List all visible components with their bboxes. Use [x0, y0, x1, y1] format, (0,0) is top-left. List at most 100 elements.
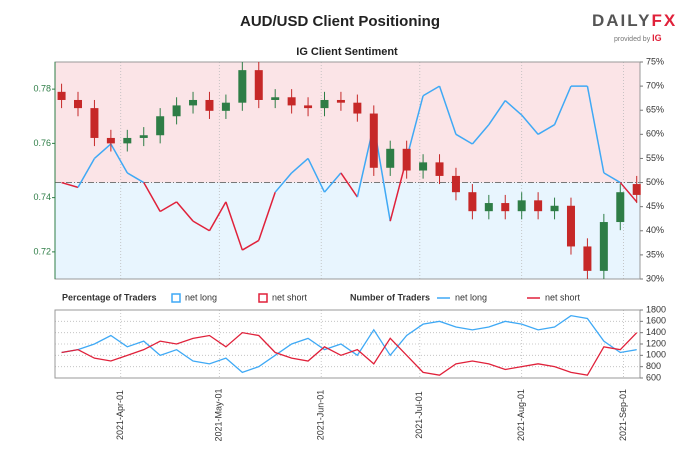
- candle-body: [172, 105, 181, 117]
- y2-tick-label: 35%: [646, 249, 664, 259]
- logo-brand-main: DAILY: [592, 11, 651, 30]
- sentiment-segment: [521, 114, 539, 135]
- y2-tick-label: 40%: [646, 225, 664, 235]
- sentiment-segment: [340, 172, 358, 198]
- sentiment-segment: [323, 172, 342, 193]
- sentiment-segment: [291, 157, 309, 174]
- logo-brand-accent: FX: [651, 11, 677, 30]
- sentiment-segment: [274, 172, 293, 193]
- y2-tick-label: 1400: [646, 327, 666, 337]
- candle-body: [304, 105, 313, 109]
- trader-line: [61, 331, 638, 376]
- trader-line: [61, 314, 637, 374]
- legend-label: net short: [545, 292, 581, 302]
- y2-tick-label: 50%: [646, 177, 664, 187]
- sentiment-segment: [143, 182, 161, 212]
- x-tick-label: 2021-Aug-01: [516, 389, 526, 441]
- y2-tick-label: 600: [646, 372, 661, 382]
- candle-body: [583, 246, 592, 271]
- logo-tagline-brand: IG: [652, 33, 662, 43]
- candle-body: [57, 91, 66, 100]
- y-tick-label: 0.74: [33, 192, 51, 202]
- sentiment-segment: [422, 85, 440, 97]
- x-tick-label: 2021-May-01: [214, 388, 224, 441]
- sentiment-segment: [77, 158, 96, 188]
- candle-body: [386, 148, 395, 168]
- net-long-zone: [55, 182, 640, 279]
- candle-body: [484, 203, 493, 212]
- candle-body: [106, 137, 115, 144]
- sentiment-segment: [455, 133, 473, 145]
- y-tick-label: 0.76: [33, 138, 51, 148]
- candle-body: [221, 102, 230, 111]
- candle-body: [534, 200, 543, 212]
- y2-tick-label: 55%: [646, 153, 664, 163]
- legend-swatch: [258, 293, 268, 303]
- candle-body: [566, 205, 575, 247]
- candle-body: [254, 70, 263, 100]
- candle-body: [616, 192, 625, 223]
- candle-body: [205, 99, 214, 111]
- y2-tick-label: 1000: [646, 350, 666, 360]
- sentiment-segment: [438, 85, 457, 135]
- sentiment-segment: [471, 124, 490, 145]
- legend-title: Number of Traders: [350, 292, 430, 302]
- y2-tick-label: 1200: [646, 338, 666, 348]
- net-short-zone: [55, 62, 640, 183]
- sentiment-segment: [61, 181, 79, 189]
- sentiment-segment: [93, 143, 112, 160]
- chart-title: AUD/USD Client Positioning: [240, 13, 440, 30]
- sentiment-segment: [159, 201, 177, 213]
- sentiment-segment: [619, 182, 638, 203]
- x-tick-label: 2021-Apr-01: [115, 390, 125, 440]
- candle-body: [271, 97, 280, 100]
- sentiment-segment: [241, 239, 260, 251]
- y2-tick-label: 60%: [646, 129, 664, 139]
- logo: DAILYFX provided by IG: [592, 11, 677, 43]
- sentiment-segment: [586, 85, 605, 174]
- y2-tick-label: 1600: [646, 316, 666, 326]
- sentiment-segment: [603, 172, 621, 184]
- y2-tick-label: 75%: [646, 56, 664, 66]
- candle-body: [139, 135, 148, 138]
- sentiment-segment: [307, 158, 326, 193]
- x-tick-label: 2021-Sep-01: [618, 389, 628, 441]
- candle-body: [599, 222, 608, 271]
- candle-body: [369, 113, 378, 168]
- sentiment-segment: [488, 100, 506, 126]
- candle-body: [189, 99, 198, 106]
- y-tick-label: 0.72: [33, 246, 51, 256]
- x-tick-label: 2021-Jul-01: [414, 391, 424, 439]
- candle-body: [632, 184, 641, 195]
- candle-body: [123, 137, 132, 144]
- candle-body: [402, 148, 411, 171]
- y-tick-label: 0.78: [33, 84, 51, 94]
- candle-body: [156, 116, 165, 136]
- candle-body: [90, 108, 99, 138]
- legend-title: Percentage of Traders: [62, 292, 157, 302]
- sentiment-segment: [258, 191, 276, 241]
- candle-body: [451, 175, 460, 193]
- sentiment-segment: [405, 95, 424, 159]
- sentiment-segment: [192, 220, 210, 232]
- logo-tagline-text: provided by: [614, 36, 651, 43]
- candle-body: [501, 203, 510, 212]
- candle-body: [74, 99, 83, 109]
- candle-body: [336, 99, 345, 103]
- candle-body: [320, 99, 329, 109]
- sentiment-segment: [110, 143, 128, 174]
- sentiment-segment: [176, 201, 194, 222]
- candle-body: [517, 200, 526, 212]
- y2-tick-label: 70%: [646, 80, 664, 90]
- candle-body: [287, 97, 296, 106]
- sentiment-segment: [126, 172, 145, 184]
- candle-body: [419, 162, 428, 171]
- y2-tick-label: 1800: [646, 304, 666, 314]
- sentiment-segment: [225, 201, 244, 251]
- candle-body: [550, 205, 559, 212]
- x-tick-label: 2021-Jun-01: [316, 390, 326, 441]
- sentiment-segment: [208, 201, 227, 232]
- legend-label: net long: [455, 292, 487, 302]
- y2-tick-label: 65%: [646, 105, 664, 115]
